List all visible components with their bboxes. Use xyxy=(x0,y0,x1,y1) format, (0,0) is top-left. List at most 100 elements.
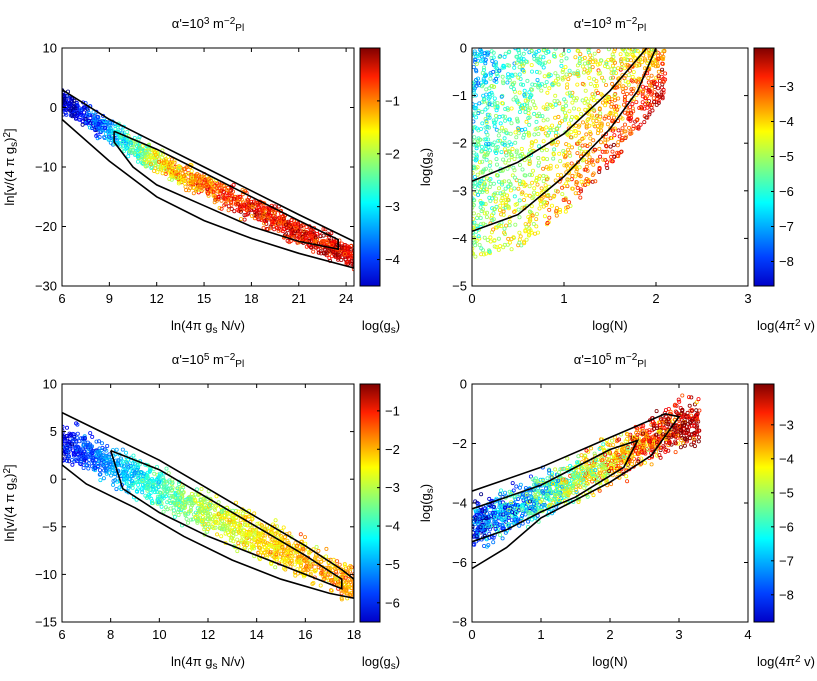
data-point xyxy=(487,249,492,254)
data-point xyxy=(97,439,102,444)
data-point xyxy=(311,249,316,254)
data-point xyxy=(221,184,226,189)
data-point xyxy=(558,120,563,125)
data-point xyxy=(95,449,100,454)
data-point xyxy=(135,159,140,164)
data-point xyxy=(111,482,116,487)
contour-line-2 xyxy=(109,449,343,590)
data-point xyxy=(78,107,83,112)
data-point xyxy=(661,90,666,95)
data-point xyxy=(487,95,492,100)
data-point xyxy=(487,86,492,91)
data-point xyxy=(476,234,481,239)
data-point xyxy=(124,476,129,481)
data-point xyxy=(588,131,593,136)
data-point xyxy=(497,208,502,213)
data-point xyxy=(527,172,532,177)
data-point xyxy=(622,94,627,99)
data-point xyxy=(553,102,558,107)
data-point xyxy=(502,179,507,184)
data-point xyxy=(474,61,479,66)
data-point xyxy=(643,102,648,107)
data-point xyxy=(494,150,499,155)
data-point xyxy=(485,132,490,137)
data-point xyxy=(187,186,192,191)
data-point xyxy=(636,76,641,81)
data-point xyxy=(252,207,257,212)
data-point xyxy=(553,178,558,183)
data-point xyxy=(544,125,549,130)
data-point xyxy=(556,114,561,119)
data-point xyxy=(197,507,202,512)
data-point xyxy=(531,99,536,104)
data-point xyxy=(70,438,75,443)
data-point xyxy=(650,108,655,113)
data-point xyxy=(319,559,324,564)
data-point xyxy=(217,205,222,210)
data-point xyxy=(328,572,333,577)
y-tick-label: −5 xyxy=(42,519,57,534)
data-point xyxy=(597,61,602,66)
data-point xyxy=(591,162,596,167)
data-point xyxy=(189,169,194,174)
data-point xyxy=(629,110,634,115)
data-point xyxy=(675,435,680,440)
data-point xyxy=(660,79,665,84)
data-point xyxy=(655,56,660,61)
data-point xyxy=(91,110,96,115)
data-point xyxy=(484,137,489,142)
y-tick-label: 0 xyxy=(50,100,57,115)
contour-line-1 xyxy=(62,89,354,269)
data-point xyxy=(268,226,273,231)
data-point xyxy=(262,550,267,555)
data-point xyxy=(573,191,578,196)
data-point xyxy=(527,156,532,161)
chart-title-part: m xyxy=(611,16,625,31)
data-point xyxy=(621,56,626,61)
data-point xyxy=(212,185,217,190)
data-point xyxy=(262,545,267,550)
data-point xyxy=(125,129,130,134)
data-point xyxy=(524,119,529,124)
data-point xyxy=(295,221,300,226)
data-point xyxy=(494,157,499,162)
data-point xyxy=(88,120,93,125)
data-point xyxy=(342,246,347,251)
data-point xyxy=(610,75,615,80)
data-point xyxy=(502,230,507,235)
data-point xyxy=(545,176,550,181)
data-point xyxy=(331,557,336,562)
data-point xyxy=(614,112,619,117)
data-point xyxy=(599,121,604,126)
data-point xyxy=(611,54,616,59)
data-point xyxy=(88,452,93,457)
data-point xyxy=(563,115,568,120)
data-point xyxy=(95,114,100,119)
data-point xyxy=(524,103,529,108)
colorbar-tick-label: −3 xyxy=(385,480,400,495)
y-tick-label: −20 xyxy=(35,219,57,234)
data-point xyxy=(175,509,180,514)
data-point xyxy=(522,88,527,93)
data-point xyxy=(525,78,530,83)
data-point xyxy=(560,192,565,197)
data-point xyxy=(484,50,489,55)
data-point xyxy=(505,197,510,202)
data-point xyxy=(565,177,570,182)
data-point xyxy=(293,226,298,231)
data-point xyxy=(526,107,531,112)
data-point xyxy=(192,185,197,190)
data-point xyxy=(505,131,510,136)
data-point xyxy=(598,111,603,116)
data-point xyxy=(561,51,566,56)
data-point xyxy=(609,104,614,109)
data-point xyxy=(108,458,113,463)
colorbar-tick-label: −4 xyxy=(779,114,794,129)
y-axis-label-part: ln[v/(4 π g xyxy=(2,147,17,206)
y-axis-label-part: s xyxy=(9,142,20,147)
data-point xyxy=(480,71,485,76)
data-point xyxy=(486,137,491,142)
y-axis-label: ln[v/(4 π gs)2] xyxy=(2,464,21,541)
colorbar-tick-label: −4 xyxy=(385,519,400,534)
data-point xyxy=(113,127,118,132)
